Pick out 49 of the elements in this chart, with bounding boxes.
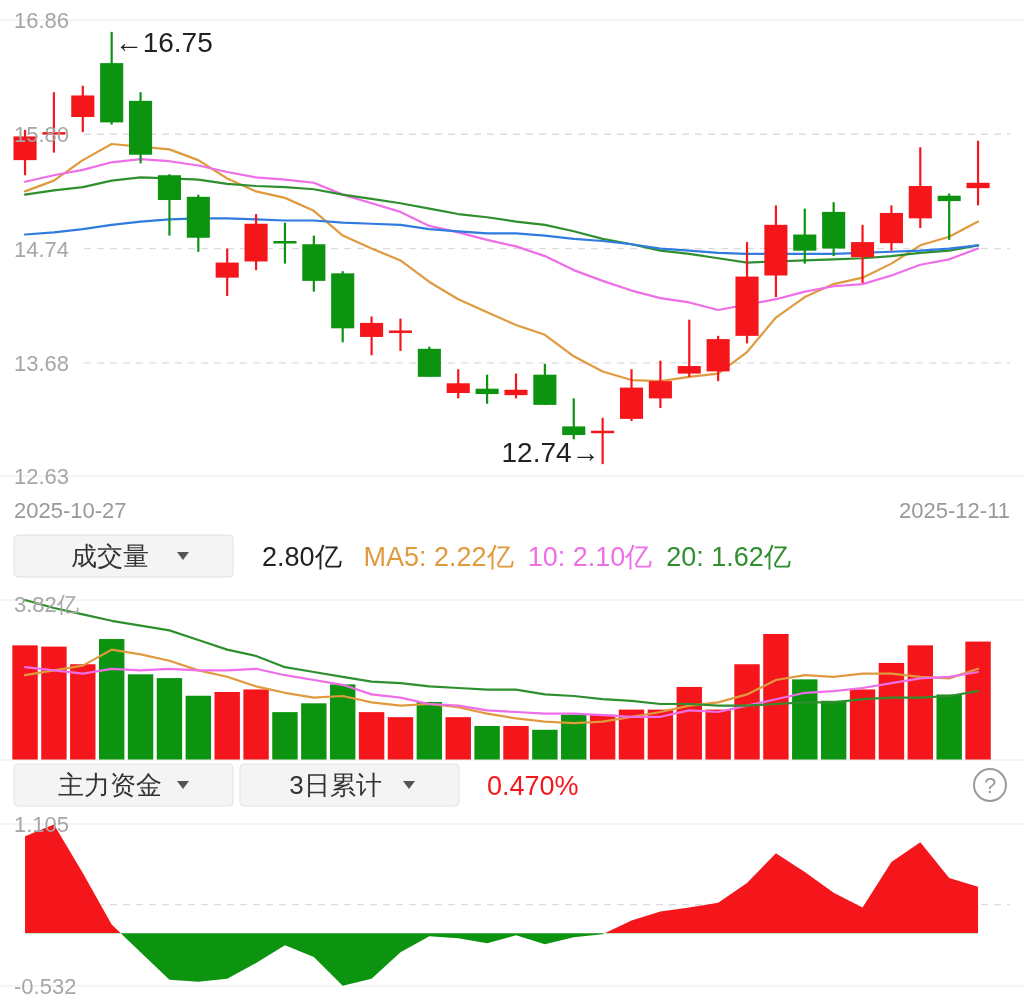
bar [41, 646, 67, 760]
bar [474, 725, 500, 760]
annotation: 12.74→ [501, 437, 600, 469]
text: 10: 2.10亿 [527, 542, 653, 572]
bar [734, 664, 760, 760]
chart-title: 主力资金 [57, 770, 162, 800]
text: MA5: 2.22亿 [363, 542, 514, 572]
bar [98, 639, 125, 760]
y-tick-label: 14.74 [14, 236, 70, 262]
text: 20: 1.62亿 [666, 542, 791, 572]
bar [792, 679, 818, 760]
y-tick-label: 16.86 [14, 8, 70, 33]
annotation: ←16.75 [114, 26, 213, 58]
text: 0.470% [487, 771, 579, 801]
bar [445, 717, 471, 760]
chart-title: 成交量 [70, 541, 149, 571]
bar [820, 700, 847, 760]
bar [878, 662, 905, 760]
text: 2025-12-11 [899, 498, 1010, 523]
bar [907, 645, 934, 760]
bar [185, 695, 212, 760]
bar [272, 712, 298, 760]
bar [214, 691, 240, 760]
text: 2025-10-27 [14, 498, 127, 523]
bar [763, 634, 789, 760]
bar [705, 709, 731, 760]
bar [127, 674, 154, 760]
y-tick-label: -0.532 [14, 974, 77, 999]
bar [965, 641, 991, 760]
bar [561, 714, 587, 760]
text: 2.80亿 [262, 542, 342, 572]
chart-subtitle: 3日累计 [289, 770, 382, 800]
bar [387, 717, 414, 760]
bar [12, 645, 38, 760]
bar [416, 702, 443, 760]
bar [156, 678, 183, 760]
bar [358, 712, 385, 760]
y-tick-label: 13.68 [14, 350, 70, 376]
y-tick-label: 12.63 [14, 464, 70, 489]
bar [503, 725, 529, 760]
bar [849, 689, 876, 760]
bar [301, 703, 327, 760]
bar [70, 664, 96, 760]
y-tick-label: 1.105 [14, 812, 70, 837]
bar [936, 694, 962, 760]
text: ? [983, 773, 997, 798]
bar [330, 684, 356, 760]
bar [243, 689, 269, 760]
bar [532, 729, 558, 760]
